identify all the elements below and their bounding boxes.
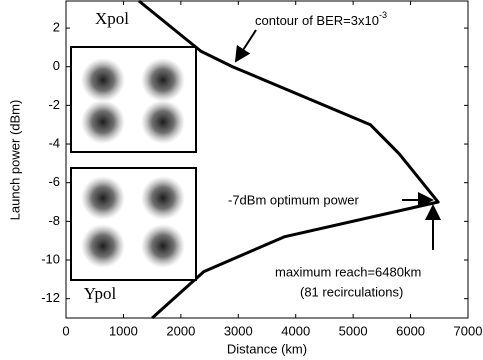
- chart: Xpol Ypol contour of BER=3x10-3 -7dBm op…: [0, 0, 483, 360]
- y-tick-label: -2: [48, 97, 60, 112]
- annotation: contour of BER=3x10-3: [255, 10, 387, 28]
- x-tick-label: 1000: [109, 323, 138, 338]
- arrow: [236, 30, 256, 61]
- x-tick-label: 5000: [339, 323, 368, 338]
- annotation: (81 recirculations): [300, 284, 403, 299]
- x-tick-label: 4000: [281, 323, 310, 338]
- y-axis-label: Launch power (dBm): [7, 100, 22, 221]
- annotation-text: contour of BER=3x10: [255, 13, 379, 28]
- y-tick-label: 2: [53, 19, 60, 34]
- x-tick-label: 6000: [396, 323, 425, 338]
- annotation-superscript: -3: [379, 10, 387, 20]
- x-tick-label: 3000: [224, 323, 253, 338]
- x-tick-label: 7000: [454, 323, 483, 338]
- y-tick-label: -6: [48, 174, 60, 189]
- y-tick-label: -10: [41, 251, 60, 266]
- annotation: maximum reach=6480km: [275, 264, 421, 279]
- y-tick-label: 0: [53, 58, 60, 73]
- inset-label: Ypol: [84, 284, 117, 303]
- inset-ypol: [71, 168, 196, 280]
- inset-xpol: [71, 47, 196, 152]
- x-tick-label: 2000: [166, 323, 195, 338]
- y-tick-label: -4: [48, 135, 60, 150]
- x-tick-label: 0: [62, 323, 69, 338]
- x-axis-label: Distance (km): [227, 341, 307, 356]
- y-tick-label: -8: [48, 213, 60, 228]
- annotation: -7dBm optimum power: [228, 192, 359, 207]
- inset-label: Xpol: [95, 9, 129, 28]
- y-tick-label: -12: [41, 290, 60, 305]
